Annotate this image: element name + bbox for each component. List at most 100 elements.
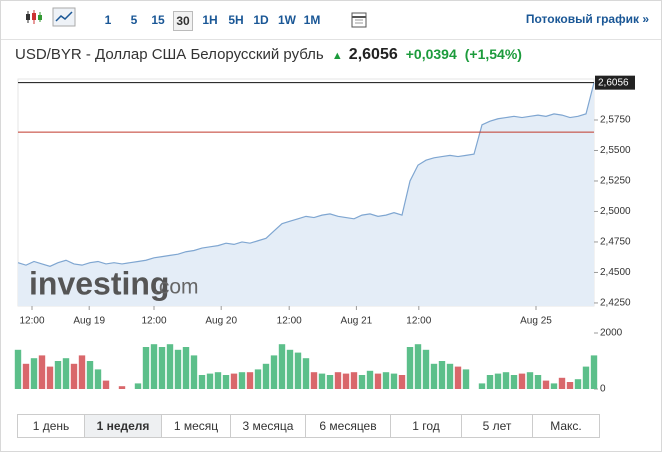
volume-bar — [238, 372, 246, 389]
volume-bar — [302, 358, 310, 389]
x-tick-label: Aug 20 — [205, 316, 237, 327]
volume-bar — [478, 383, 486, 389]
volume-bar — [486, 375, 494, 389]
volume-bar — [494, 373, 502, 389]
interval-button[interactable]: 1H — [202, 13, 218, 27]
last-price-box — [595, 75, 635, 90]
volume-bar — [214, 372, 222, 389]
period-button[interactable]: 5 лет — [462, 415, 533, 437]
volume-bar — [262, 363, 270, 389]
volume-bar — [566, 382, 574, 389]
volume-bar — [62, 358, 70, 389]
volume-bar — [134, 383, 142, 389]
volume-bar — [446, 363, 454, 389]
volume-bar — [542, 380, 550, 389]
interval-button[interactable]: 1D — [253, 13, 269, 27]
volume-bar — [246, 372, 254, 389]
volume-bar — [582, 366, 590, 389]
volume-bar — [150, 344, 158, 389]
volume-bar — [414, 344, 422, 389]
last-price-label: 2,6056 — [598, 77, 629, 88]
volume-bar — [518, 373, 526, 389]
stream-link[interactable]: Потоковый график » — [525, 12, 649, 26]
volume-bar — [366, 370, 374, 389]
watermark-brand: investing — [29, 265, 169, 301]
volume-bar — [94, 369, 102, 389]
interval-button[interactable]: 1M — [303, 13, 321, 27]
volume-bar — [206, 373, 214, 389]
x-tick-label: 12:00 — [406, 316, 431, 327]
header: USD/BYR - Доллар США Белорусский рубль ▲… — [15, 46, 522, 64]
period-button[interactable]: Макс. — [550, 419, 582, 433]
interval-button[interactable]: 15 — [151, 13, 165, 27]
volume-bar — [526, 372, 534, 389]
period-button[interactable]: 3 месяца — [231, 415, 306, 437]
volume-bar — [70, 363, 78, 389]
period-button[interactable]: 1 год — [391, 415, 462, 437]
interval-button[interactable]: 5 — [130, 13, 138, 27]
volume-bar — [590, 355, 598, 389]
change: +0,0394 — [405, 46, 457, 62]
period-button[interactable]: 6 месяцев — [306, 415, 391, 437]
volume-bar — [350, 372, 358, 389]
y-tick-label: 2,5250 — [600, 176, 631, 187]
volume-bar — [334, 372, 342, 389]
volume-bar — [510, 375, 518, 389]
volume-bar — [294, 352, 302, 389]
volume-bar — [454, 366, 462, 389]
volume-bar — [182, 347, 190, 389]
x-tick-label: Aug 19 — [73, 316, 105, 327]
price: 2,6056 — [348, 46, 398, 63]
volume-bar — [310, 372, 318, 389]
volume-bar — [558, 377, 566, 389]
x-tick-label: 12:00 — [277, 316, 302, 327]
volume-bar — [198, 375, 206, 389]
y-tick-label: 2,5750 — [600, 115, 631, 126]
volume-bar — [54, 361, 62, 389]
period-button[interactable]: 1 месяц — [162, 415, 231, 437]
volume-bar — [14, 349, 22, 389]
volume-bar — [166, 344, 174, 389]
x-tick-label: 12:00 — [141, 316, 166, 327]
y-tick-label: 2,4750 — [600, 237, 631, 248]
volume-bar — [534, 375, 542, 389]
volume-bar — [390, 373, 398, 389]
y-tick-label: 2,5500 — [600, 145, 631, 156]
volume-tick-label: 2000 — [600, 328, 623, 339]
volume-bar — [86, 361, 94, 389]
volume-bar — [174, 349, 182, 389]
price-area — [18, 82, 594, 306]
volume-bar — [398, 375, 406, 389]
interval-button[interactable]: 1 — [104, 13, 112, 27]
chart: investing .com 2,4250 2,4500 2,4750 2,5000 2… — [14, 75, 635, 395]
calendar-icon[interactable] — [350, 11, 370, 31]
volume-bar — [22, 363, 30, 389]
volume-bar — [430, 363, 438, 389]
volume-bar — [326, 375, 334, 389]
volume-bar — [502, 372, 510, 389]
volume-bar — [422, 349, 430, 389]
interval-button[interactable]: 5H — [228, 13, 244, 27]
interval-button[interactable]: 30 — [173, 11, 193, 31]
volume-bar — [158, 347, 166, 389]
x-tick-label: Aug 25 — [520, 316, 552, 327]
volume-bar — [374, 373, 382, 389]
chart-type-icons — [26, 7, 76, 27]
volume-bar — [30, 358, 38, 389]
interval-button[interactable]: 1W — [278, 13, 296, 27]
volume-bar — [254, 369, 262, 389]
volume-bar — [382, 372, 390, 389]
volume-bar — [438, 361, 446, 389]
volume-bar — [190, 355, 198, 389]
volume-bar — [270, 355, 278, 389]
period-button[interactable]: 1 неделя — [85, 415, 162, 437]
period-button[interactable]: 1 день — [18, 415, 85, 437]
volume-bar — [222, 375, 230, 389]
line-icon[interactable] — [52, 7, 76, 27]
volume-bar — [342, 373, 350, 389]
y-tick-label: 2,5000 — [600, 206, 631, 217]
volume-bar — [318, 373, 326, 389]
volume-bar — [78, 355, 86, 389]
price-line — [17, 82, 595, 267]
